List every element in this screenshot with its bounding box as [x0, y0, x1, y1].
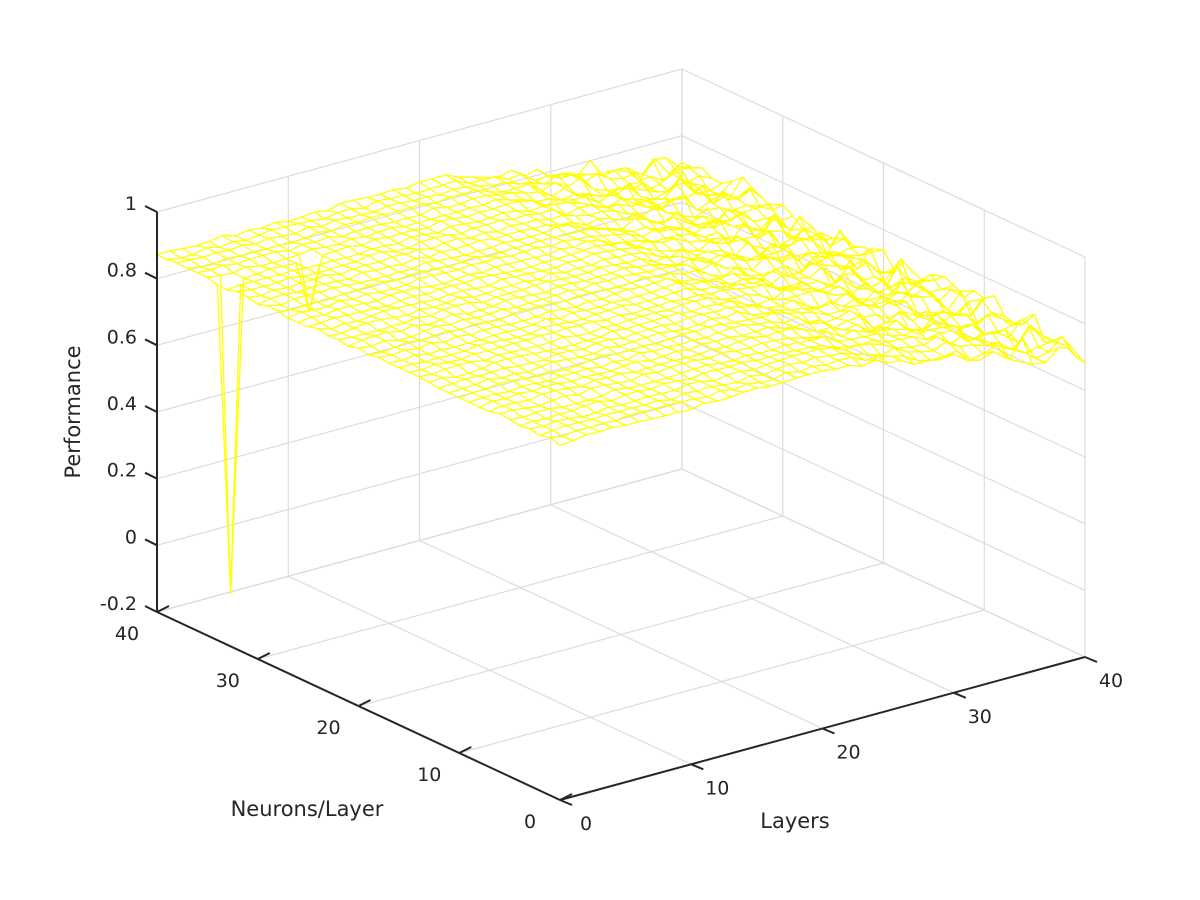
x-tick-label: 40: [1099, 670, 1123, 692]
x-tick-label: 20: [836, 742, 860, 764]
y-tick-mark: [458, 746, 472, 754]
z-tick-label: 0.8: [107, 260, 137, 282]
z-tick-label: 1: [125, 193, 137, 215]
y-tick-mark: [257, 652, 271, 660]
mesh-column: [523, 175, 929, 362]
mesh-column: [340, 202, 745, 393]
y-tick-label: 10: [417, 764, 441, 786]
grid-line: [358, 562, 884, 707]
mesh-column: [221, 234, 627, 427]
mesh-column: [602, 169, 1007, 359]
mesh-column: [366, 196, 771, 387]
mesh-column: [628, 171, 1034, 366]
mesh-column: [471, 176, 876, 361]
x-tick-mark: [1084, 656, 1098, 663]
z-axis-label: Performance: [61, 345, 85, 478]
x-tick-label: 0: [580, 813, 592, 835]
x-tick-mark: [559, 799, 573, 806]
surface-mesh: [156, 156, 1086, 594]
mesh-column: [576, 173, 981, 361]
mesh-column: [235, 235, 640, 423]
z-tick-mark: [144, 605, 158, 613]
mesh-column: [287, 220, 692, 411]
grid-line: [681, 268, 1086, 458]
mesh-column: [195, 244, 601, 433]
y-tick-label: 20: [316, 717, 340, 739]
mesh-column: [300, 216, 706, 404]
grid-line: [681, 135, 1086, 325]
y-axis-label: Neurons/Layer: [231, 797, 384, 821]
mesh-column: [169, 250, 574, 594]
z-tick-label: 0: [125, 526, 137, 548]
mesh-column: [484, 176, 889, 364]
mesh-row: [327, 230, 854, 337]
z-tick-mark: [144, 471, 158, 480]
mesh-column: [182, 247, 587, 436]
y-tick-mark: [156, 605, 170, 613]
mesh-column: [458, 176, 863, 367]
x-tick-label: 10: [705, 777, 729, 799]
mesh-column: [615, 166, 1021, 363]
y-tick-label: 40: [115, 623, 139, 645]
mesh-column: [668, 165, 1073, 349]
z-tick-mark: [144, 205, 158, 213]
grid-line: [681, 468, 1086, 658]
mesh-column: [563, 172, 968, 362]
mesh-column: [405, 187, 811, 376]
mesh-column: [326, 209, 732, 398]
mesh-column: [313, 211, 719, 402]
x-axis-label: Layers: [760, 809, 830, 833]
mesh-column: [681, 161, 1086, 364]
grid-line: [156, 201, 683, 346]
mesh-column: [655, 156, 1060, 353]
z-tick-label: 0.6: [107, 326, 137, 348]
tick-labels: 0 10 20 30 40 0 10 20 30 40 -0.2 0 0.2 0.4 0.6 0.8 1: [100, 193, 1123, 835]
x-tick-mark: [690, 763, 704, 771]
z-tick-label: 0.2: [107, 460, 137, 482]
x-tick-mark: [953, 691, 967, 699]
mesh-column: [156, 254, 561, 446]
mesh-column: [497, 176, 902, 362]
x-tick-label: 30: [968, 706, 992, 728]
grid-line: [156, 68, 683, 213]
mesh-column: [418, 181, 824, 372]
mesh-column: [353, 199, 758, 389]
z-tick-mark: [144, 538, 158, 547]
y-tick-label: 30: [216, 670, 240, 692]
mesh-column: [550, 173, 955, 358]
mesh-column: [274, 221, 679, 413]
mesh-column: [641, 158, 1047, 364]
mesh-row: [377, 259, 905, 359]
mesh-column: [261, 227, 666, 417]
mesh-column: [536, 168, 942, 361]
y-tick-mark: [559, 793, 573, 801]
z-tick-mark: [144, 405, 158, 413]
z-tick-mark: [144, 338, 158, 347]
z-tick-mark: [144, 271, 158, 280]
y-tick-label: 0: [524, 811, 536, 833]
z-tick-label: -0.2: [100, 593, 137, 615]
grid-line: [459, 609, 985, 754]
mesh-column: [431, 178, 837, 370]
grid-line: [681, 401, 1086, 591]
mesh-column: [445, 174, 850, 367]
x-tick-mark: [822, 727, 835, 735]
mesh-column: [392, 189, 797, 379]
mesh-column: [208, 240, 614, 429]
y-tick-mark: [358, 699, 371, 707]
grid-line: [156, 335, 683, 480]
mesh-column: [379, 193, 784, 384]
axes: [144, 205, 1098, 806]
grid-line: [681, 68, 1086, 258]
grid-line: [257, 515, 783, 660]
grid-line: [156, 468, 683, 613]
mesh-column: [248, 229, 653, 420]
z-tick-label: 0.4: [107, 393, 137, 415]
